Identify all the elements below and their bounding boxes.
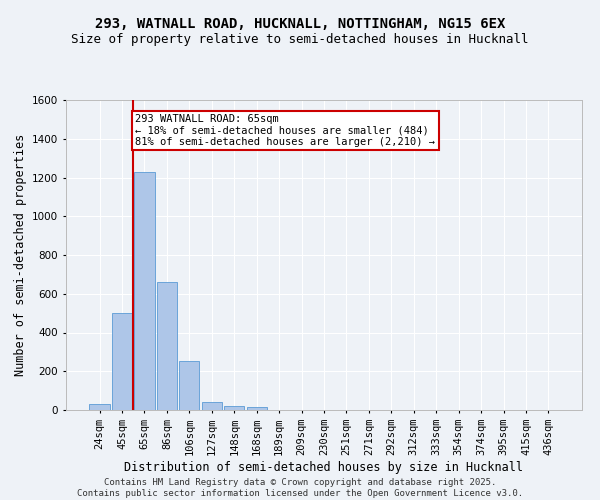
Y-axis label: Number of semi-detached properties: Number of semi-detached properties: [14, 134, 26, 376]
Bar: [202, 402, 222, 410]
X-axis label: Distribution of semi-detached houses by size in Hucknall: Distribution of semi-detached houses by …: [125, 460, 523, 473]
Bar: [157, 282, 177, 410]
Text: 293, WATNALL ROAD, HUCKNALL, NOTTINGHAM, NG15 6EX: 293, WATNALL ROAD, HUCKNALL, NOTTINGHAM,…: [95, 18, 505, 32]
Bar: [179, 360, 199, 410]
Bar: [89, 404, 110, 410]
Bar: [134, 172, 155, 410]
Text: Size of property relative to semi-detached houses in Hucknall: Size of property relative to semi-detach…: [71, 32, 529, 46]
Bar: [224, 406, 244, 410]
Text: 293 WATNALL ROAD: 65sqm
← 18% of semi-detached houses are smaller (484)
81% of s: 293 WATNALL ROAD: 65sqm ← 18% of semi-de…: [136, 114, 436, 147]
Bar: [247, 407, 267, 410]
Bar: [112, 313, 132, 410]
Text: Contains HM Land Registry data © Crown copyright and database right 2025.
Contai: Contains HM Land Registry data © Crown c…: [77, 478, 523, 498]
